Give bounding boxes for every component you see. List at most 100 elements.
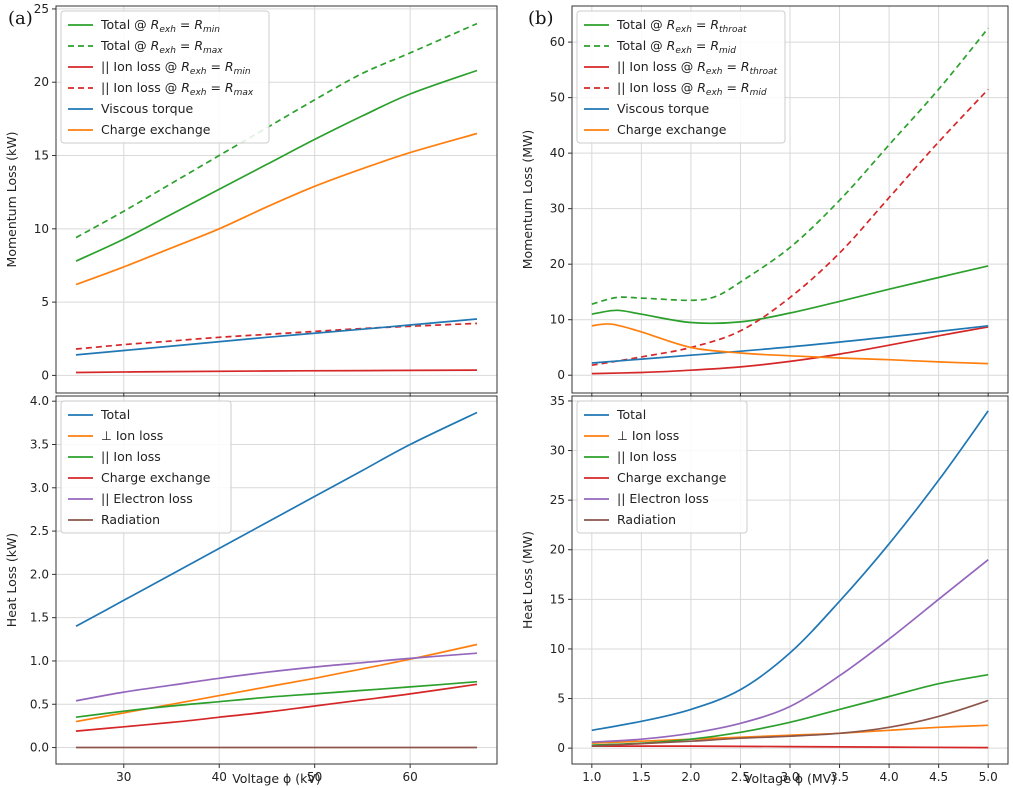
y-tick-label: 35 <box>550 394 565 408</box>
y-tick-label: 40 <box>550 146 565 160</box>
series-line <box>75 680 478 719</box>
legend-entry-label: || Electron loss <box>617 491 709 506</box>
y-tick-label: 5 <box>41 295 49 309</box>
panel-label-b: (b) <box>528 8 554 29</box>
legend: Total ⊥ Ion loss || Ion loss Charge exchang… <box>60 400 232 534</box>
plot-frame <box>55 5 498 394</box>
series-line <box>591 745 989 749</box>
y-tick-label: 10 <box>550 642 565 656</box>
y-tick-label: 0 <box>557 368 565 382</box>
y-axis-label: Heat Loss (MW) <box>520 531 535 629</box>
series-line <box>75 683 478 732</box>
y-tick-label: 5 <box>557 692 565 706</box>
x-tick-label: 2.0 <box>681 770 700 784</box>
legend-entry-label: ⊥ Ion loss <box>617 428 679 443</box>
legend-box <box>576 10 786 144</box>
y-tick-label: 3.0 <box>30 481 49 495</box>
x-tick-label: 40 <box>212 770 227 784</box>
legend-entry-label: ⊥ Ion loss <box>101 428 163 443</box>
legend-entry-label: Charge exchange <box>617 470 727 485</box>
y-tick-label: 25 <box>550 493 565 507</box>
legend-entry-label: Total @ Rexh = Rmid <box>616 38 736 56</box>
legend-entry-label: || Ion loss @ Rexh = Rmax <box>101 80 254 98</box>
x-tick-label: 3.0 <box>780 770 799 784</box>
legend-entry-label: || Ion loss @ Rexh = Rthroat <box>617 59 778 77</box>
series-line <box>75 132 478 286</box>
legend-entry-label: Charge exchange <box>101 122 211 137</box>
series-line <box>591 88 989 367</box>
legend-entry-label: || Ion loss <box>101 449 161 464</box>
legend-box <box>60 10 270 144</box>
series-line <box>591 323 989 365</box>
x-tick-label: 30 <box>116 770 131 784</box>
series-line <box>591 27 989 306</box>
y-axis-label: Momentum Loss (kW) <box>4 132 19 268</box>
legend-entry-label: Total @ Rexh = Rthroat <box>616 17 747 35</box>
y-tick-label: 10 <box>34 222 49 236</box>
y-tick-label: 15 <box>34 149 49 163</box>
series-line <box>591 699 989 747</box>
legend-entry-label: || Electron loss <box>101 491 193 506</box>
y-tick-label: 1.0 <box>30 654 49 668</box>
x-tick-label: 60 <box>402 770 417 784</box>
x-tick-label: 3.5 <box>830 770 849 784</box>
legend-entry-label: || Ion loss @ Rexh = Rmid <box>617 80 767 98</box>
y-tick-label: 0.5 <box>30 697 49 711</box>
y-tick-label: 4.0 <box>30 394 49 408</box>
chart-b-heat-loss: 1.0 1.5 2.0 2.5 3.0 3.5 4.0 4.5 5.0 0 5 10 15 20 25 30 3… <box>520 394 1009 786</box>
chart-b-momentum-loss: 0 10 20 30 40 50 60 Momentum Loss (MW) Total @ R… <box>520 5 1009 397</box>
y-tick-label: 2.0 <box>30 567 49 581</box>
series-line <box>75 318 478 356</box>
x-tick-label: 1.0 <box>582 770 601 784</box>
y-tick-label: 3.5 <box>30 437 49 451</box>
x-tick-label: 2.5 <box>731 770 750 784</box>
y-tick-label: 30 <box>550 202 565 216</box>
legend: Total @ Rexh = Rmin Total @ Rexh = Rmax ||… <box>60 10 270 144</box>
y-axis-label: Momentum Loss (MW) <box>520 130 535 269</box>
series-line <box>591 326 989 375</box>
plot-frame <box>55 395 498 765</box>
y-tick-label: 1.5 <box>30 611 49 625</box>
y-tick-label: 0 <box>557 741 565 755</box>
chart-a-momentum-loss: 0 5 10 15 20 25 Momentum Loss (kW) Total @ Rexh… <box>4 2 498 397</box>
legend: Total @ Rexh = Rthroat Total @ Rexh = Rmi… <box>576 10 786 144</box>
y-tick-label: 15 <box>550 592 565 606</box>
legend-entry-label: Viscous torque <box>101 101 194 116</box>
y-tick-label: 20 <box>34 75 49 89</box>
legend-entry-label: || Ion loss @ Rexh = Rmin <box>101 59 251 77</box>
panel-label-a: (a) <box>8 8 33 29</box>
x-axis-label: Voltage ϕ (MV) <box>744 771 836 786</box>
series-line <box>591 410 989 732</box>
legend-entry-label: Total <box>100 407 130 422</box>
legend-entry-label: Total <box>616 407 646 422</box>
y-tick-label: 30 <box>550 444 565 458</box>
y-tick-label: 0.0 <box>30 741 49 755</box>
x-tick-label: 1.5 <box>632 770 651 784</box>
legend-box <box>60 400 232 534</box>
y-axis-label: Heat Loss (kW) <box>4 533 19 627</box>
legend: Total ⊥ Ion loss || Ion loss Charge exchang… <box>576 400 748 534</box>
legend-entry-label: || Ion loss <box>617 449 677 464</box>
legend-box <box>576 400 748 534</box>
legend-entry-label: Charge exchange <box>617 122 727 137</box>
y-tick-label: 2.5 <box>30 524 49 538</box>
series-line <box>591 324 989 364</box>
legend-entry-label: Total @ Rexh = Rmin <box>100 17 220 35</box>
y-tick-label: 25 <box>34 2 49 16</box>
series-line <box>591 559 989 744</box>
series-line <box>75 69 478 262</box>
legend-entry-label: Charge exchange <box>101 470 211 485</box>
y-tick-label: 0 <box>41 368 49 382</box>
series-line <box>75 369 478 374</box>
x-tick-label: 5.0 <box>979 770 998 784</box>
legend-entry-label: Viscous torque <box>617 101 710 116</box>
y-tick-label: 10 <box>550 313 565 327</box>
series-line <box>591 265 989 325</box>
series-line <box>75 652 478 702</box>
legend-entry-label: Radiation <box>617 512 676 527</box>
x-tick-label: 4.0 <box>880 770 899 784</box>
y-tick-label: 60 <box>550 35 565 49</box>
y-tick-label: 50 <box>550 91 565 105</box>
y-tick-label: 20 <box>550 543 565 557</box>
legend-entry-label: Total @ Rexh = Rmax <box>100 38 223 56</box>
